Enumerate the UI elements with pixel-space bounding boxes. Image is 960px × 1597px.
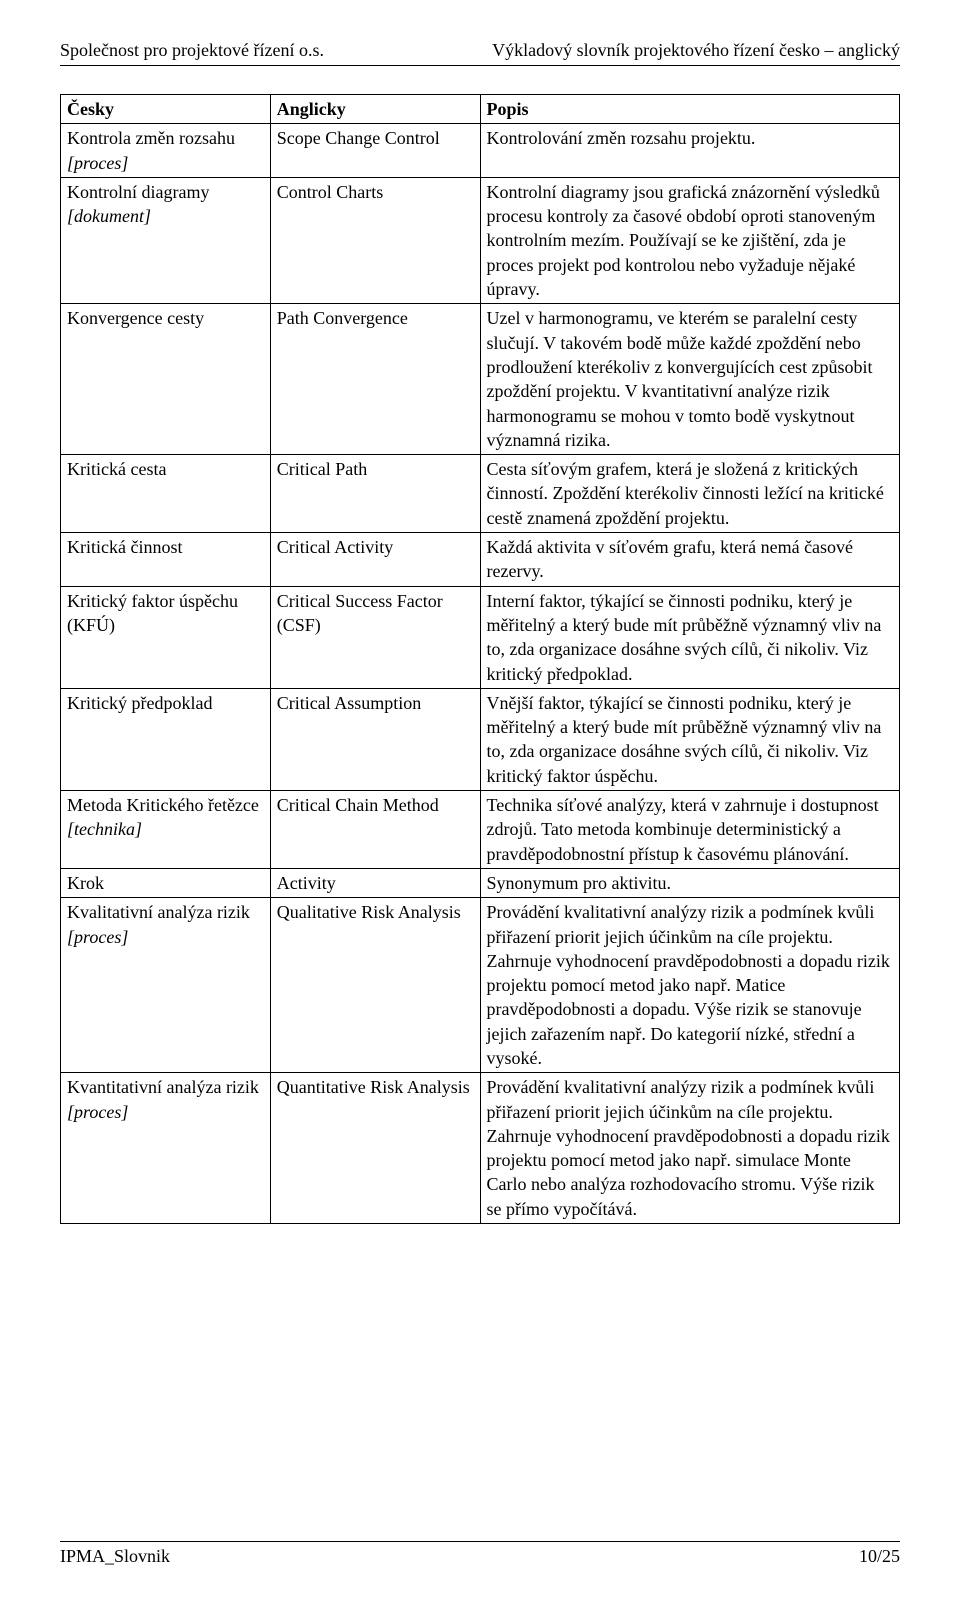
- cell-description: Interní faktor, týkající se činnosti pod…: [480, 586, 900, 688]
- czech-term: Metoda Kritického řetězce: [67, 795, 259, 815]
- glossary-table: Česky Anglicky Popis Kontrola změn rozsa…: [60, 94, 900, 1224]
- cell-czech: Kvalitativní analýza rizik [proces]: [61, 898, 271, 1073]
- table-row: Kvalitativní analýza rizik [proces]Quali…: [61, 898, 900, 1073]
- page-header: Společnost pro projektové řízení o.s. Vý…: [60, 40, 900, 66]
- table-row: Kritická cesta Critical PathCesta síťovým…: [61, 455, 900, 533]
- table-row: Kritický předpoklad Critical AssumptionVn…: [61, 688, 900, 790]
- cell-description: Technika síťové analýzy, která v zahrnuj…: [480, 791, 900, 869]
- cell-english: Critical Activity: [270, 533, 480, 587]
- czech-term-qualifier: [proces]: [67, 927, 128, 947]
- header-title: Výkladový slovník projektového řízení če…: [492, 40, 900, 61]
- cell-english: Critical Success Factor (CSF): [270, 586, 480, 688]
- czech-term-qualifier: [technika]: [67, 819, 142, 839]
- cell-english: Qualitative Risk Analysis: [270, 898, 480, 1073]
- table-row: Kritická činnost Critical ActivityKaždá a…: [61, 533, 900, 587]
- cell-czech: Metoda Kritického řetězce [technika]: [61, 791, 271, 869]
- czech-term: Konvergence cesty: [67, 308, 204, 328]
- footer-doc-name: IPMA_Slovnik: [60, 1546, 170, 1567]
- cell-czech: Kritická cesta: [61, 455, 271, 533]
- table-row: Kontrolní diagramy [dokument]Control Cha…: [61, 177, 900, 303]
- table-row: Konvergence cesty Path ConvergenceUzel v …: [61, 304, 900, 455]
- cell-czech: Kritický faktor úspěchu (KFÚ): [61, 586, 271, 688]
- cell-czech: Kritická činnost: [61, 533, 271, 587]
- cell-description: Každá aktivita v síťovém grafu, která ne…: [480, 533, 900, 587]
- col-header-czech: Česky: [61, 95, 271, 124]
- table-row: Kontrola změn rozsahu [proces]Scope Chan…: [61, 124, 900, 178]
- cell-english: Critical Path: [270, 455, 480, 533]
- cell-description: Provádění kvalitativní analýzy rizik a p…: [480, 1073, 900, 1224]
- cell-english: Scope Change Control: [270, 124, 480, 178]
- table-header-row: Česky Anglicky Popis: [61, 95, 900, 124]
- col-header-english: Anglicky: [270, 95, 480, 124]
- cell-description: Kontrolování změn rozsahu projektu.: [480, 124, 900, 178]
- cell-english: Path Convergence: [270, 304, 480, 455]
- page-footer: IPMA_Slovnik 10/25: [60, 1541, 900, 1567]
- czech-term: Kritický předpoklad: [67, 693, 212, 713]
- cell-czech: Kontrolní diagramy [dokument]: [61, 177, 271, 303]
- cell-description: Vnější faktor, týkající se činnosti podn…: [480, 688, 900, 790]
- cell-czech: Kvantitativní analýza rizik [proces]: [61, 1073, 271, 1224]
- cell-english: Quantitative Risk Analysis: [270, 1073, 480, 1224]
- table-row: Krok ActivitySynonymum pro aktivitu.: [61, 868, 900, 897]
- footer-page-number: 10/25: [859, 1546, 900, 1567]
- cell-english: Critical Assumption: [270, 688, 480, 790]
- table-row: Kritický faktor úspěchu (KFÚ) Critical Su…: [61, 586, 900, 688]
- col-header-description: Popis: [480, 95, 900, 124]
- cell-czech: Konvergence cesty: [61, 304, 271, 455]
- czech-term: Kritická cesta: [67, 459, 166, 479]
- document-page: Společnost pro projektové řízení o.s. Vý…: [0, 0, 960, 1597]
- czech-term-qualifier: [proces]: [67, 153, 128, 173]
- cell-english: Activity: [270, 868, 480, 897]
- cell-english: Critical Chain Method: [270, 791, 480, 869]
- czech-term: Kvantitativní analýza rizik: [67, 1077, 259, 1097]
- table-row: Metoda Kritického řetězce [technika]Crit…: [61, 791, 900, 869]
- cell-description: Provádění kvalitativní analýzy rizik a p…: [480, 898, 900, 1073]
- czech-term: Kontrola změn rozsahu: [67, 128, 235, 148]
- glossary-table-body: Kontrola změn rozsahu [proces]Scope Chan…: [61, 124, 900, 1224]
- czech-term: Krok: [67, 873, 104, 893]
- cell-czech: Kritický předpoklad: [61, 688, 271, 790]
- cell-description: Cesta síťovým grafem, která je složená z…: [480, 455, 900, 533]
- czech-term-qualifier: [dokument]: [67, 206, 151, 226]
- cell-description: Uzel v harmonogramu, ve kterém se parale…: [480, 304, 900, 455]
- cell-english: Control Charts: [270, 177, 480, 303]
- cell-czech: Kontrola změn rozsahu [proces]: [61, 124, 271, 178]
- cell-czech: Krok: [61, 868, 271, 897]
- czech-term: Kritická činnost: [67, 537, 182, 557]
- czech-term: Kvalitativní analýza rizik: [67, 902, 250, 922]
- cell-description: Kontrolní diagramy jsou grafická znázorn…: [480, 177, 900, 303]
- cell-description: Synonymum pro aktivitu.: [480, 868, 900, 897]
- czech-term-qualifier: [proces]: [67, 1102, 128, 1122]
- czech-term: Kritický faktor úspěchu (KFÚ): [67, 591, 238, 635]
- header-org: Společnost pro projektové řízení o.s.: [60, 40, 324, 61]
- table-row: Kvantitativní analýza rizik [proces]Quan…: [61, 1073, 900, 1224]
- czech-term: Kontrolní diagramy: [67, 182, 209, 202]
